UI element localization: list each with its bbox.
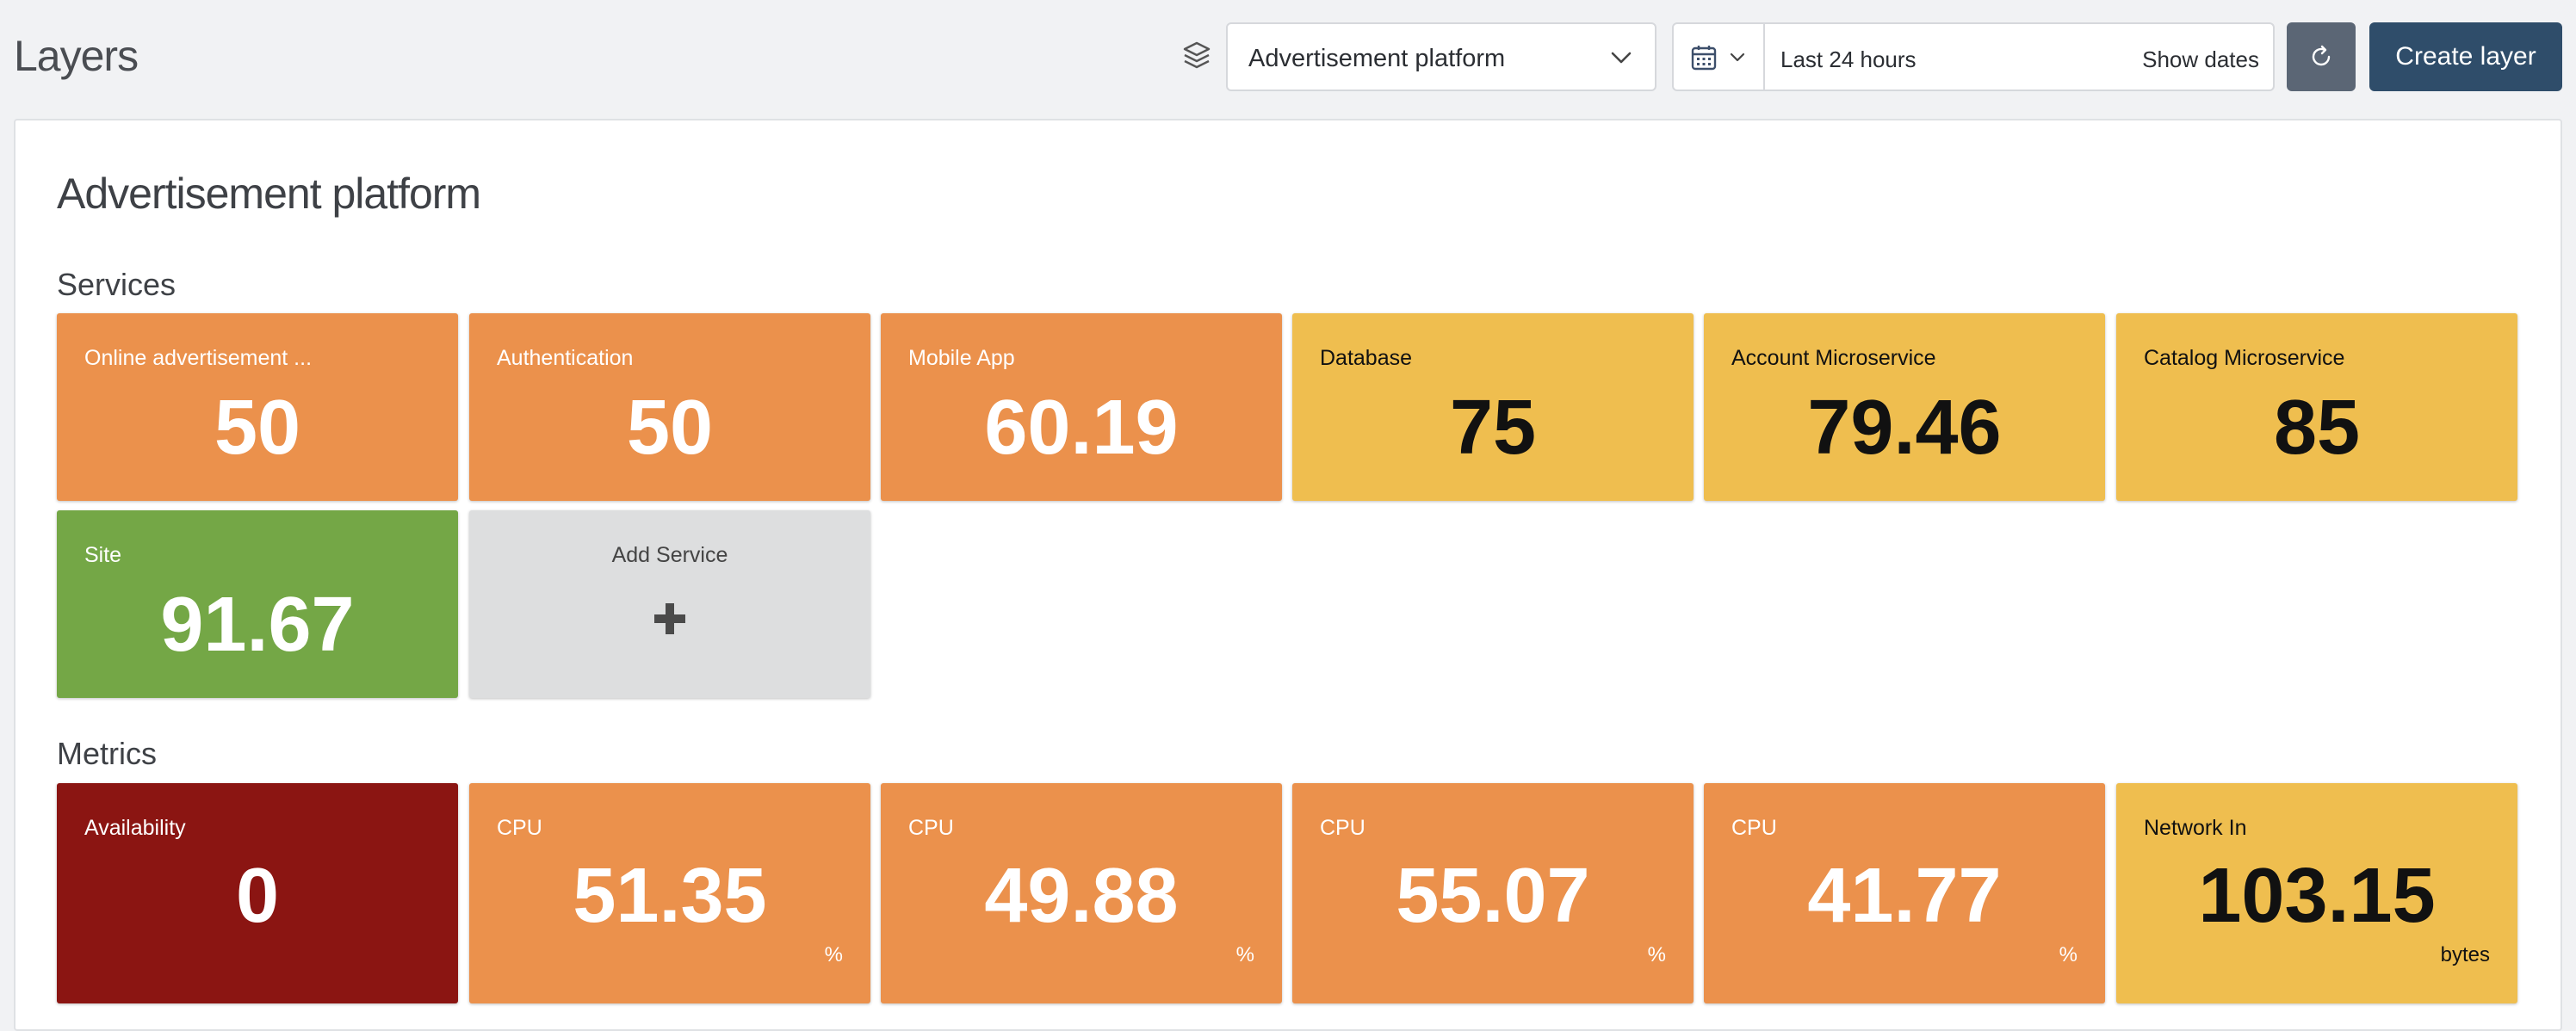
metric-tile-label: Availability [84, 816, 186, 840]
service-tile-value: 85 [2273, 385, 2361, 471]
metric-tile-value: 0 [235, 853, 280, 939]
create-layer-button[interactable]: Create layer [2369, 22, 2562, 91]
page-title: Layers [14, 32, 139, 80]
services-section-title: Services [57, 267, 176, 302]
chevron-down-icon [1611, 52, 1632, 64]
service-tile-label: Catalog Microservice [2144, 346, 2345, 370]
metric-tile-value: 41.77 [1807, 853, 2002, 939]
service-tile[interactable]: Account Microservice 79.46 [1704, 313, 2105, 501]
date-range-value[interactable]: Last 24 hours [1780, 46, 1917, 72]
refresh-icon [2312, 45, 2331, 66]
metric-tile-label: CPU [908, 816, 954, 840]
service-tile[interactable]: Catalog Microservice 85 [2116, 313, 2517, 501]
refresh-button[interactable] [2287, 22, 2356, 91]
service-tile[interactable]: Authentication 50 [469, 313, 870, 501]
service-tile[interactable]: Site 91.67 [57, 510, 458, 698]
show-dates-link[interactable]: Show dates [2142, 46, 2259, 72]
service-tile-label: Account Microservice [1731, 346, 1936, 370]
add-service-tile[interactable]: Add Service [469, 510, 870, 698]
service-tile-value: 50 [214, 385, 301, 471]
metric-tile-label: CPU [1731, 816, 1777, 840]
metric-tile[interactable]: CPU 55.07 % [1292, 783, 1694, 1003]
add-service-label: Add Service [611, 543, 728, 567]
service-tile-value: 79.46 [1807, 385, 2002, 471]
metric-tile-label: CPU [1320, 816, 1365, 840]
layer-select-value: Advertisement platform [1248, 45, 1506, 72]
metric-tile[interactable]: Availability 0 [57, 783, 458, 1003]
layer-title: Advertisement platform [57, 170, 481, 218]
service-tile-label: Database [1320, 346, 1413, 370]
metric-tile-value: 51.35 [573, 853, 767, 939]
plus-icon [654, 603, 685, 634]
service-tile-value: 60.19 [984, 385, 1179, 471]
service-tile-value: 91.67 [160, 582, 355, 668]
metric-tile-unit: % [1647, 943, 1666, 966]
metric-tile-label: Network In [2144, 816, 2247, 840]
metric-tile-unit: % [824, 943, 843, 966]
metric-tile-unit: bytes [2440, 943, 2490, 966]
service-tile-label: Online advertisement ... [84, 346, 313, 370]
metric-tile[interactable]: Network In 103.15 bytes [2116, 783, 2517, 1003]
service-tile-label: Mobile App [908, 346, 1015, 370]
service-tile-value: 50 [626, 385, 714, 471]
layer-select[interactable]: Advertisement platform [1226, 22, 1656, 91]
header: Layers Advertisement platform [0, 0, 2576, 119]
metric-tile-unit: % [1235, 943, 1254, 966]
calendar-icon [1691, 46, 1717, 71]
metric-tile[interactable]: CPU 49.88 % [881, 783, 1282, 1003]
metric-tile-value: 103.15 [2198, 853, 2436, 939]
metric-tile[interactable]: CPU 41.77 % [1704, 783, 2105, 1003]
service-tile-value: 75 [1449, 385, 1537, 471]
metric-tile-label: CPU [497, 816, 542, 840]
service-tile[interactable]: Mobile App 60.19 [881, 313, 1282, 501]
chevron-down-icon [1730, 52, 1745, 62]
metrics-section-title: Metrics [57, 736, 157, 771]
metric-tile-unit: % [2059, 943, 2078, 966]
calendar-dropdown-button[interactable] [1674, 24, 1765, 90]
metric-tile-value: 49.88 [984, 853, 1179, 939]
metric-tile[interactable]: CPU 51.35 % [469, 783, 870, 1003]
date-range-picker: Last 24 hours Show dates [1672, 22, 2275, 91]
service-tile-label: Site [84, 543, 122, 567]
service-tile-label: Authentication [497, 346, 634, 370]
service-tile[interactable]: Online advertisement ... 50 [57, 313, 458, 501]
metric-tile-value: 55.07 [1396, 853, 1590, 939]
service-tile[interactable]: Database 75 [1292, 313, 1694, 501]
layers-icon [1183, 41, 1211, 69]
